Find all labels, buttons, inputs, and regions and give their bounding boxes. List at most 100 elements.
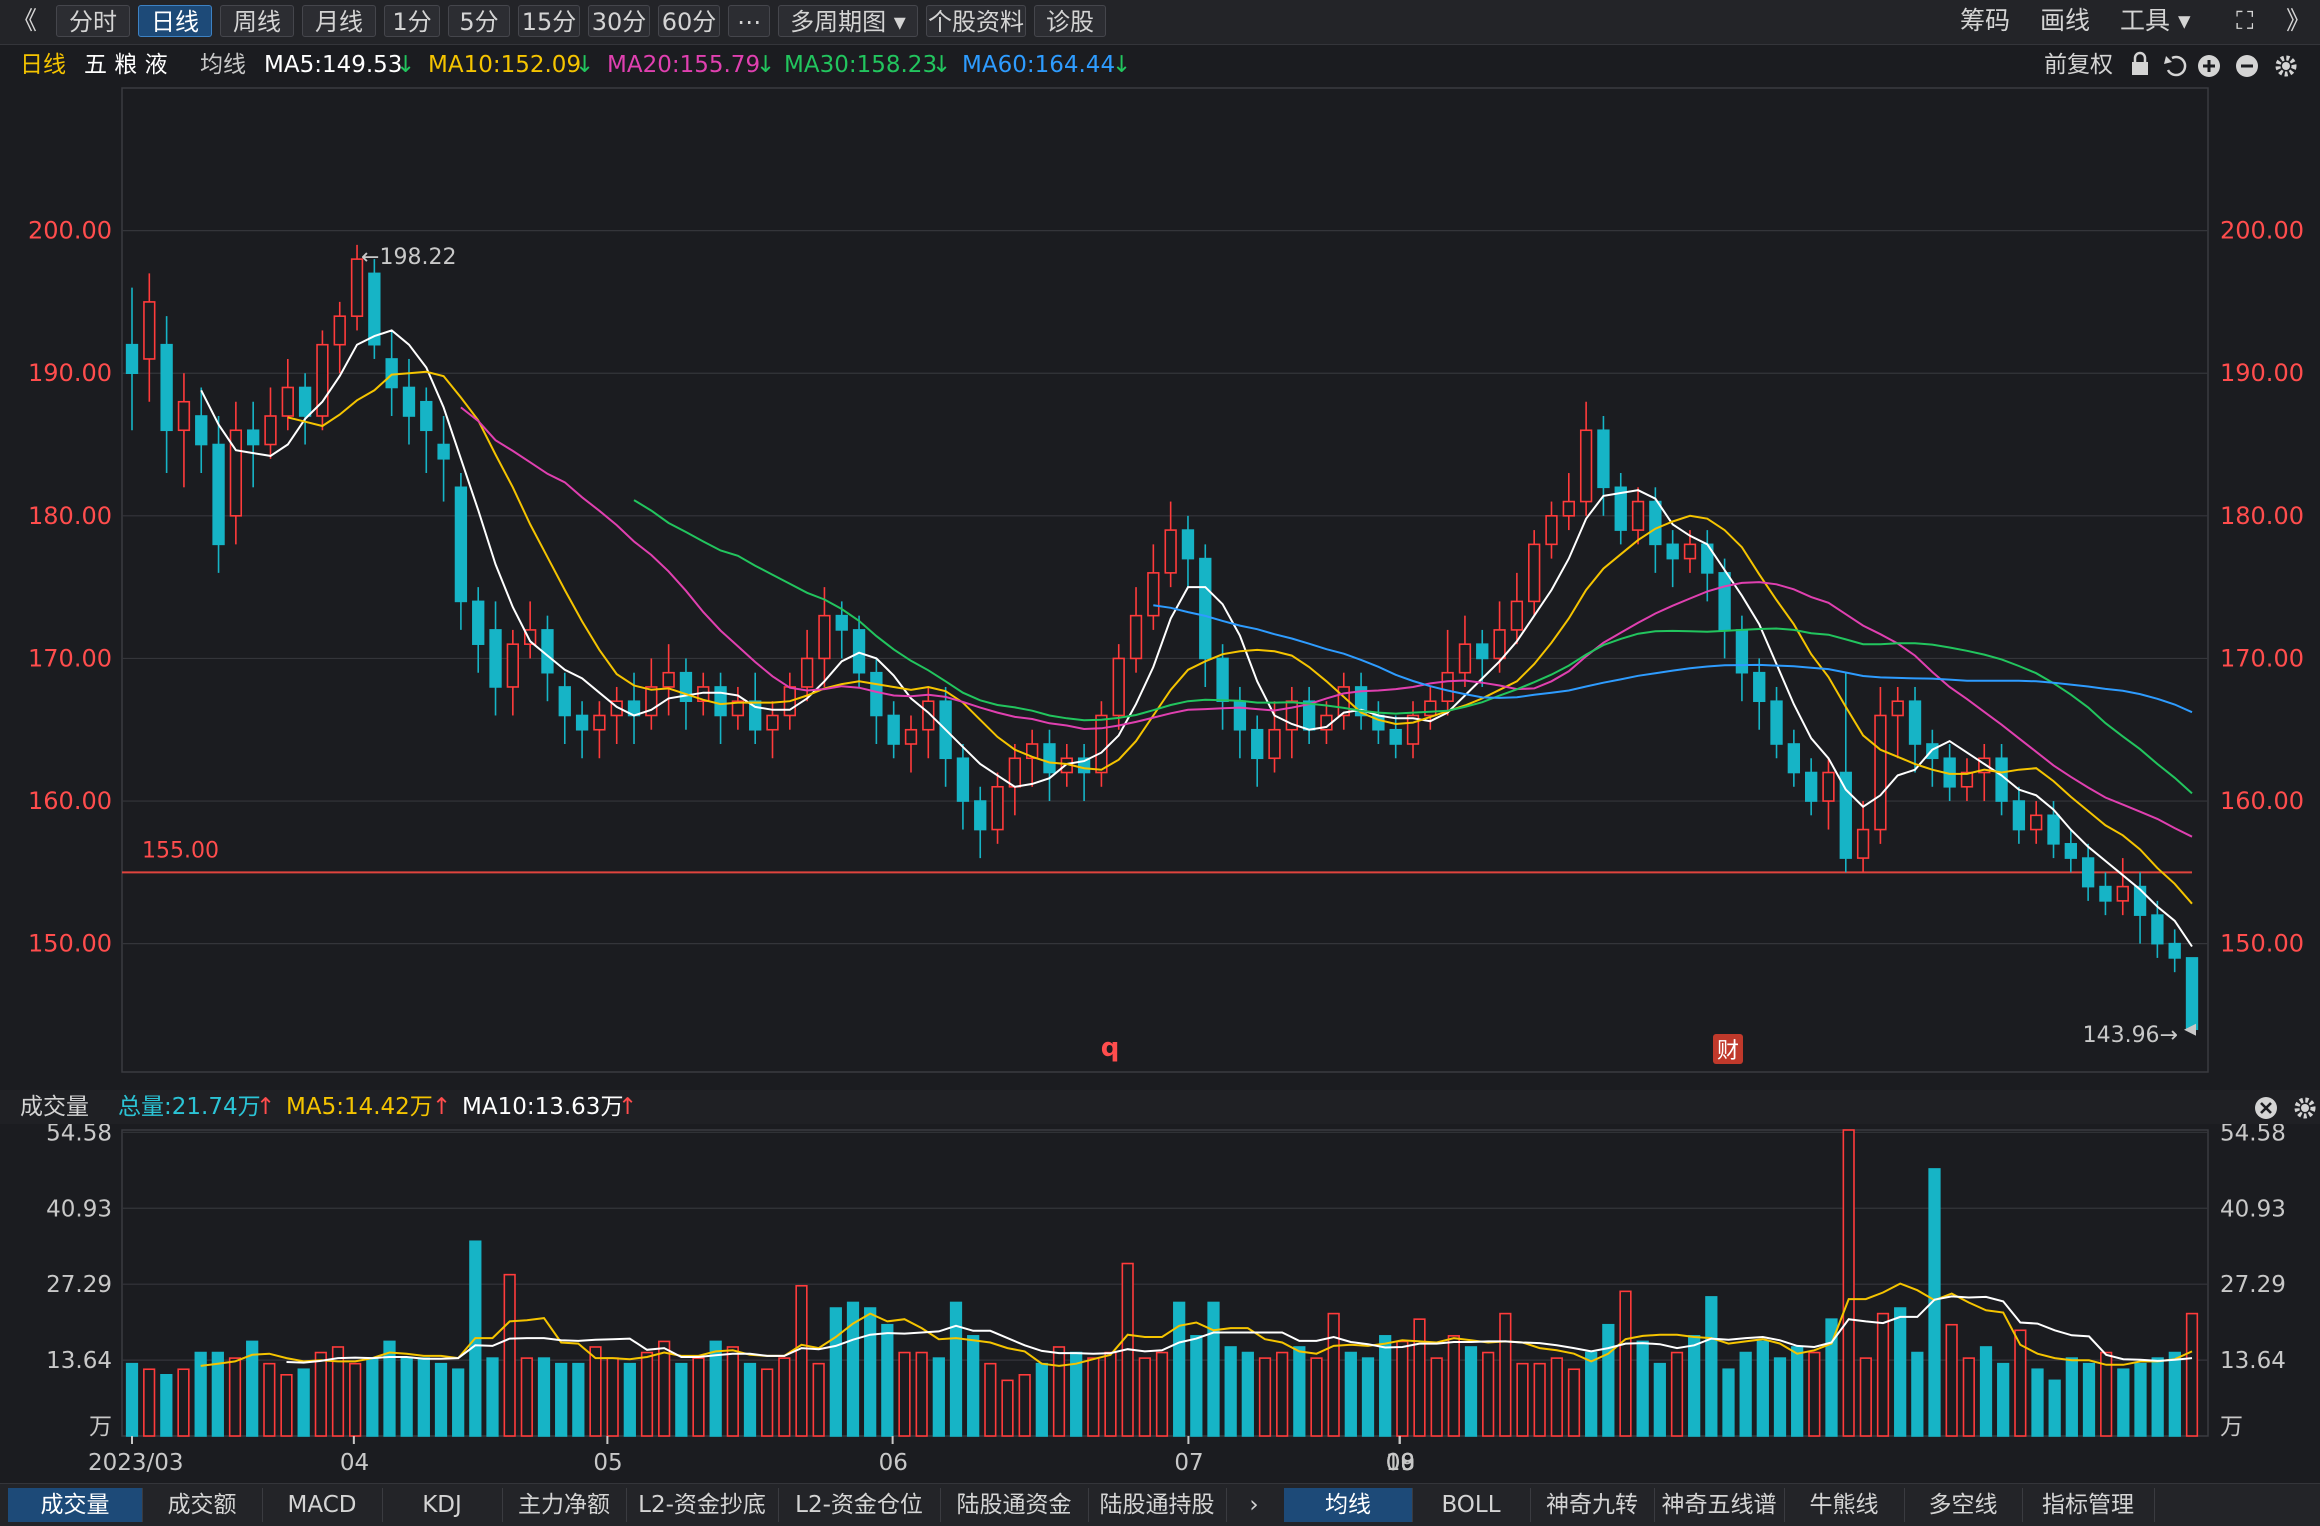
tabs-scroll-right-icon[interactable]: › bbox=[1249, 1492, 1259, 1518]
indicator-tab-3[interactable]: KDJ bbox=[382, 1488, 503, 1522]
draw-line-button[interactable]: 画线 bbox=[2040, 6, 2091, 35]
tools-menu-button[interactable]: 工具 ▾ bbox=[2120, 6, 2191, 35]
candle bbox=[2099, 872, 2112, 916]
overlay-tab-5[interactable]: 多空线 bbox=[1904, 1488, 2023, 1522]
volume-bar bbox=[2082, 1362, 2096, 1437]
undo-icon[interactable] bbox=[2164, 55, 2187, 77]
indicator-tab-0[interactable]: 成交量 bbox=[8, 1488, 143, 1522]
overlay-tab-4[interactable]: 牛熊线 bbox=[1784, 1488, 1905, 1522]
candle-body bbox=[2012, 800, 2026, 831]
candle bbox=[1268, 701, 1281, 773]
candle-body bbox=[2081, 857, 2095, 888]
volume-bar bbox=[1997, 1362, 2010, 1437]
zoom-in-icon[interactable] bbox=[2198, 55, 2220, 77]
candle-body bbox=[472, 600, 485, 645]
candle bbox=[1424, 686, 1437, 730]
candle bbox=[125, 287, 139, 431]
volume-bar bbox=[1327, 1312, 1340, 1437]
indicator-tab-6[interactable]: L2-资金仓位 bbox=[778, 1488, 941, 1522]
indicator-tab-4[interactable]: 主力净额 bbox=[502, 1488, 627, 1522]
period-button-10[interactable]: 多周期图 ▾ bbox=[778, 5, 918, 37]
volume-bar bbox=[1310, 1357, 1323, 1437]
volume-bar bbox=[1859, 1357, 1872, 1437]
candle-body bbox=[1753, 671, 1766, 703]
back-icon[interactable]: 《 bbox=[12, 6, 38, 35]
period-button-12[interactable]: 诊股 bbox=[1034, 5, 1106, 37]
candle bbox=[523, 601, 537, 659]
overlay-tab-2[interactable]: 神奇九转 bbox=[1530, 1488, 1655, 1522]
candle bbox=[662, 644, 675, 716]
volume-bar bbox=[2065, 1357, 2078, 1437]
price-chart[interactable]: 200.00 200.00 190.00 190.00 180.00 180.00 170.… bbox=[0, 84, 2320, 1084]
period-button-7[interactable]: 30分 bbox=[588, 5, 650, 37]
candle-body bbox=[385, 358, 398, 389]
candle-body bbox=[1735, 629, 1749, 674]
ma10-line bbox=[287, 370, 2193, 905]
indicator-tab-2[interactable]: MACD bbox=[262, 1488, 383, 1522]
candle bbox=[2030, 801, 2043, 844]
volume-bar bbox=[1224, 1346, 1237, 1437]
volume-chart[interactable]: 54.58 54.58 40.93 40.93 27.29 27.29 13.64 13.64… bbox=[0, 1124, 2320, 1484]
lock-icon[interactable] bbox=[2132, 51, 2148, 75]
volume-bar bbox=[949, 1301, 963, 1437]
candle bbox=[177, 373, 191, 488]
volume-bar bbox=[2168, 1351, 2181, 1437]
period-button-1[interactable]: 日线 bbox=[138, 5, 212, 37]
volume-bar bbox=[1894, 1307, 1907, 1437]
overlay-tab-0[interactable]: 均线 bbox=[1284, 1488, 1413, 1522]
candle-body bbox=[1528, 543, 1541, 603]
forward-icon[interactable]: 》 bbox=[2286, 6, 2312, 35]
y-tick-label-left: 170.00 bbox=[28, 644, 112, 672]
settings-gear-icon[interactable] bbox=[2275, 55, 2297, 77]
volume-bar bbox=[1361, 1357, 1375, 1437]
candle bbox=[1008, 744, 1022, 816]
period-button-2[interactable]: 周线 bbox=[220, 5, 294, 37]
candle bbox=[1614, 473, 1627, 545]
period-button-3[interactable]: 月线 bbox=[302, 5, 376, 37]
ma10-down-icon: ↓ bbox=[575, 52, 595, 78]
volume-bar bbox=[1447, 1335, 1460, 1437]
volume-bar bbox=[1911, 1351, 1924, 1437]
candle bbox=[368, 259, 381, 359]
candle-body bbox=[402, 386, 416, 417]
chip-button[interactable]: 筹码 bbox=[1960, 6, 2011, 35]
candle-body bbox=[2185, 957, 2199, 1031]
candle-body bbox=[1908, 700, 1922, 745]
volume-bar bbox=[1344, 1351, 1357, 1437]
settings-gear-icon[interactable] bbox=[2294, 1097, 2316, 1119]
x-tick-label: 04 bbox=[340, 1450, 369, 1476]
period-button-8[interactable]: 60分 bbox=[658, 5, 720, 37]
volume-bar bbox=[1464, 1346, 1478, 1437]
volume-bar bbox=[1430, 1357, 1443, 1437]
indicator-tab-7[interactable]: 陆股通资金 bbox=[940, 1488, 1089, 1522]
overlay-tab-1[interactable]: BOLL bbox=[1412, 1488, 1531, 1522]
adjust-mode-button[interactable]: 前复权 bbox=[2044, 52, 2113, 78]
candle-body bbox=[1787, 743, 1801, 774]
period-button-6[interactable]: 15分 bbox=[518, 5, 580, 37]
close-icon[interactable] bbox=[2255, 1097, 2277, 1119]
volume-bar bbox=[692, 1357, 705, 1437]
volume-bar bbox=[2185, 1312, 2199, 1437]
overlay-tab-3[interactable]: 神奇五线谱 bbox=[1654, 1488, 1785, 1522]
period-button-0[interactable]: 分时 bbox=[56, 5, 130, 37]
zoom-out-icon[interactable] bbox=[2236, 55, 2258, 77]
indicator-tab-5[interactable]: L2-资金抄底 bbox=[626, 1488, 779, 1522]
indicator-tab-8[interactable]: 陆股通持股 bbox=[1088, 1488, 1227, 1522]
overlay-tab-6[interactable]: 指标管理 bbox=[2022, 1488, 2155, 1522]
candle-body bbox=[1424, 700, 1437, 717]
candle-body bbox=[229, 429, 243, 517]
volume-bar bbox=[1413, 1318, 1426, 1437]
period-button-5[interactable]: 5分 bbox=[448, 5, 510, 37]
indicator-tab-1[interactable]: 成交额 bbox=[142, 1488, 263, 1522]
candle bbox=[731, 686, 745, 730]
candle bbox=[2081, 843, 2095, 901]
fullscreen-icon[interactable]: ⛶ bbox=[2236, 6, 2254, 35]
volume-bar bbox=[194, 1351, 207, 1437]
candle bbox=[1026, 729, 1039, 787]
volume-bar bbox=[1516, 1362, 1529, 1437]
period-button-4[interactable]: 1分 bbox=[384, 5, 440, 37]
period-button-9[interactable]: ⋯ bbox=[728, 5, 770, 37]
candle-body bbox=[1510, 600, 1524, 631]
volume-ma5-line bbox=[200, 1282, 2193, 1367]
period-button-11[interactable]: 个股资料 bbox=[926, 5, 1026, 37]
